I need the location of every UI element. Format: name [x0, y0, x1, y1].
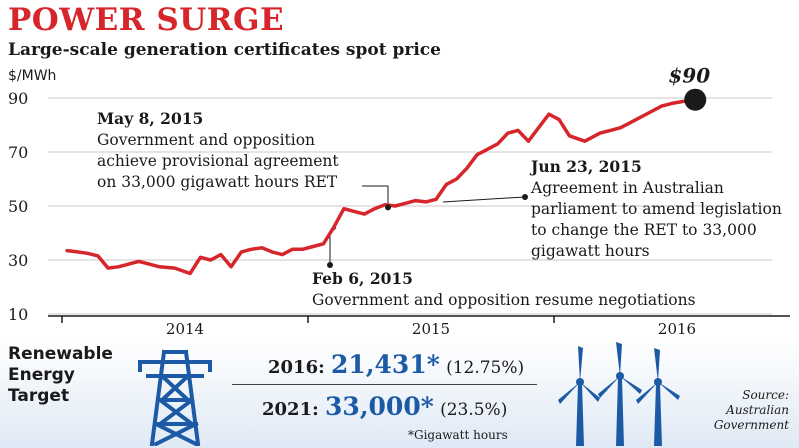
- annotation-marker: [522, 193, 528, 200]
- x-tick-label: 2014: [166, 320, 204, 338]
- transmission-tower-icon: [138, 349, 212, 446]
- ret-label-line: Target: [8, 386, 70, 406]
- annotation-text-line: achieve provisional agreement: [97, 152, 339, 170]
- ret-footnote: *Gigawatt hours: [408, 428, 508, 442]
- ret-value: 33,000*: [325, 392, 434, 421]
- annotation-date: Jun 23, 2015: [529, 157, 642, 176]
- y-axis-label: $/MWh: [8, 68, 56, 84]
- ret-label-line: Energy: [8, 365, 75, 385]
- annotation-date: Feb 6, 2015: [312, 269, 413, 288]
- annotation-date: May 8, 2015: [97, 109, 203, 128]
- source-line: Government: [713, 418, 789, 432]
- x-axis: 2014 2015 2016: [48, 315, 790, 338]
- x-tick-label: 2015: [412, 320, 450, 338]
- source-line: Australian: [726, 403, 789, 417]
- y-tick-label: 10: [8, 305, 28, 324]
- source-note: Source: Australian Government: [699, 388, 789, 433]
- annotation-text-line: on 33,000 gigawatt hours RET: [97, 173, 338, 191]
- ret-divider: [232, 384, 537, 385]
- annotation-text-line: Government and opposition resume negotia…: [312, 291, 696, 309]
- y-tick-label: 90: [8, 89, 28, 108]
- annotation-leader-line: [442, 196, 526, 203]
- renewable-energy-target-panel: Renewable Energy Target 2016: 21,431* (1…: [0, 338, 799, 448]
- annotation-leader-line: [362, 185, 389, 208]
- y-tick-label: 70: [8, 143, 28, 162]
- ret-label: Renewable Energy Target: [8, 344, 138, 407]
- annotation-markers: [327, 193, 528, 268]
- chart-title: POWER SURGE: [8, 2, 285, 38]
- source-line: Source:: [742, 388, 789, 402]
- annotation-marker: [327, 262, 333, 268]
- x-tick-label: 2016: [658, 320, 696, 338]
- end-value-label: $90: [668, 64, 710, 88]
- annotation-may-8: May 8, 2015 Government and opposition ac…: [97, 109, 339, 191]
- ret-percent: (12.75%): [446, 358, 525, 378]
- wind-turbines-icon: [558, 342, 680, 446]
- y-tick-label: 30: [8, 251, 28, 270]
- end-point-marker: [684, 88, 707, 111]
- ret-value: 21,431*: [331, 350, 440, 379]
- annotation-text-line: Government and opposition: [97, 131, 315, 149]
- annotation-jun-23: Jun 23, 2015 Agreement in Australian par…: [529, 157, 782, 260]
- ret-percent: (23.5%): [440, 400, 508, 420]
- price-chart: 10 30 50 70 90 $/MWh 2014 2015 2016 $90 May 8,…: [8, 64, 790, 338]
- annotation-text-line: to change the RET to 33,000: [531, 221, 757, 239]
- grid-lines: [48, 97, 772, 315]
- annotation-text-line: parliament to amend legislation: [531, 200, 782, 218]
- y-tick-label: 50: [8, 197, 28, 216]
- annotation-text-line: gigawatt hours: [531, 242, 650, 260]
- annotation-leaders: [329, 185, 526, 265]
- annotation-marker: [385, 204, 391, 211]
- annotation-feb-6: Feb 6, 2015 Government and opposition re…: [312, 269, 696, 309]
- ret-year: 2021:: [262, 399, 319, 420]
- ret-year: 2016:: [268, 357, 325, 378]
- y-axis: 10 30 50 70 90: [8, 89, 28, 324]
- price-series-line: [65, 98, 690, 276]
- ret-label-line: Renewable: [8, 344, 113, 364]
- chart-subtitle: Large-scale generation certificates spot…: [8, 40, 441, 60]
- ret-row-2021: 2021: 33,000* (23.5%): [262, 392, 507, 421]
- annotation-text-line: Agreement in Australian: [530, 179, 724, 197]
- ret-row-2016: 2016: 21,431* (12.75%): [268, 350, 524, 379]
